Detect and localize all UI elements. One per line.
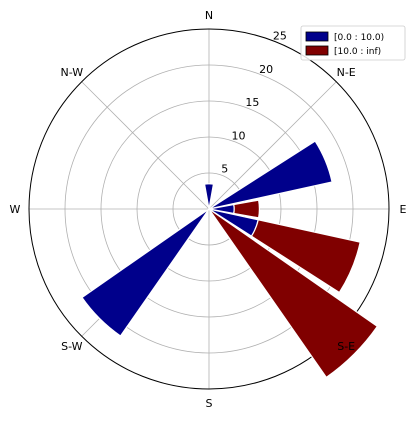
radial-tick-label: 20 xyxy=(259,63,273,76)
legend-label: [0.0 : 10.0) xyxy=(334,33,384,43)
bar-series-1 xyxy=(250,219,361,294)
radial-tick-label: 10 xyxy=(232,129,246,142)
legend-swatch xyxy=(305,31,329,42)
direction-label: W xyxy=(10,203,21,216)
polar-frame xyxy=(28,28,390,390)
direction-label: E xyxy=(400,203,407,216)
legend-label: [10.0 : inf) xyxy=(334,47,381,57)
radial-tick-label: 5 xyxy=(221,163,228,176)
direction-label: N xyxy=(205,9,213,22)
radial-tick-label: 25 xyxy=(273,30,287,43)
grid-spoke xyxy=(208,81,337,210)
bars-layer xyxy=(81,140,379,379)
bar-series-0 xyxy=(208,140,333,210)
direction-label: S-W xyxy=(61,340,83,353)
bar-series-0 xyxy=(81,208,210,337)
bar-series-0 xyxy=(203,183,215,210)
direction-label: N-E xyxy=(337,66,356,79)
legend-swatch xyxy=(305,45,329,56)
grid-spoke xyxy=(81,81,210,210)
direction-label: N-W xyxy=(61,66,84,79)
bar-series-1 xyxy=(208,208,379,379)
direction-labels: N N-E E S-E S S-W W N-W xyxy=(10,9,407,410)
direction-label: S-E xyxy=(337,340,355,353)
radial-tick-label: 15 xyxy=(245,96,259,109)
legend: [0.0 : 10.0) [10.0 : inf) xyxy=(300,25,406,61)
direction-label: S xyxy=(206,397,213,410)
bar-series-1 xyxy=(233,199,260,219)
radial-tick-labels: 5 10 15 20 25 xyxy=(221,30,287,176)
